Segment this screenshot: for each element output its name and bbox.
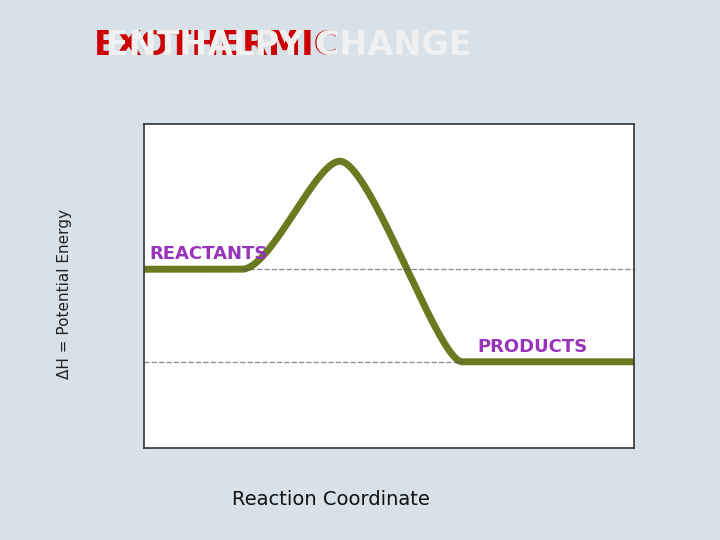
Text: REACTANTS: REACTANTS: [149, 245, 267, 263]
Text: PRODUCTS: PRODUCTS: [477, 338, 588, 356]
Text: ENTHALPY CHANGE: ENTHALPY CHANGE: [94, 29, 472, 63]
Text: EXOTHERMIC: EXOTHERMIC: [94, 29, 338, 63]
Text: Reaction Coordinate: Reaction Coordinate: [233, 490, 430, 509]
Text: ΔH = Potential Energy: ΔH = Potential Energy: [58, 210, 72, 379]
